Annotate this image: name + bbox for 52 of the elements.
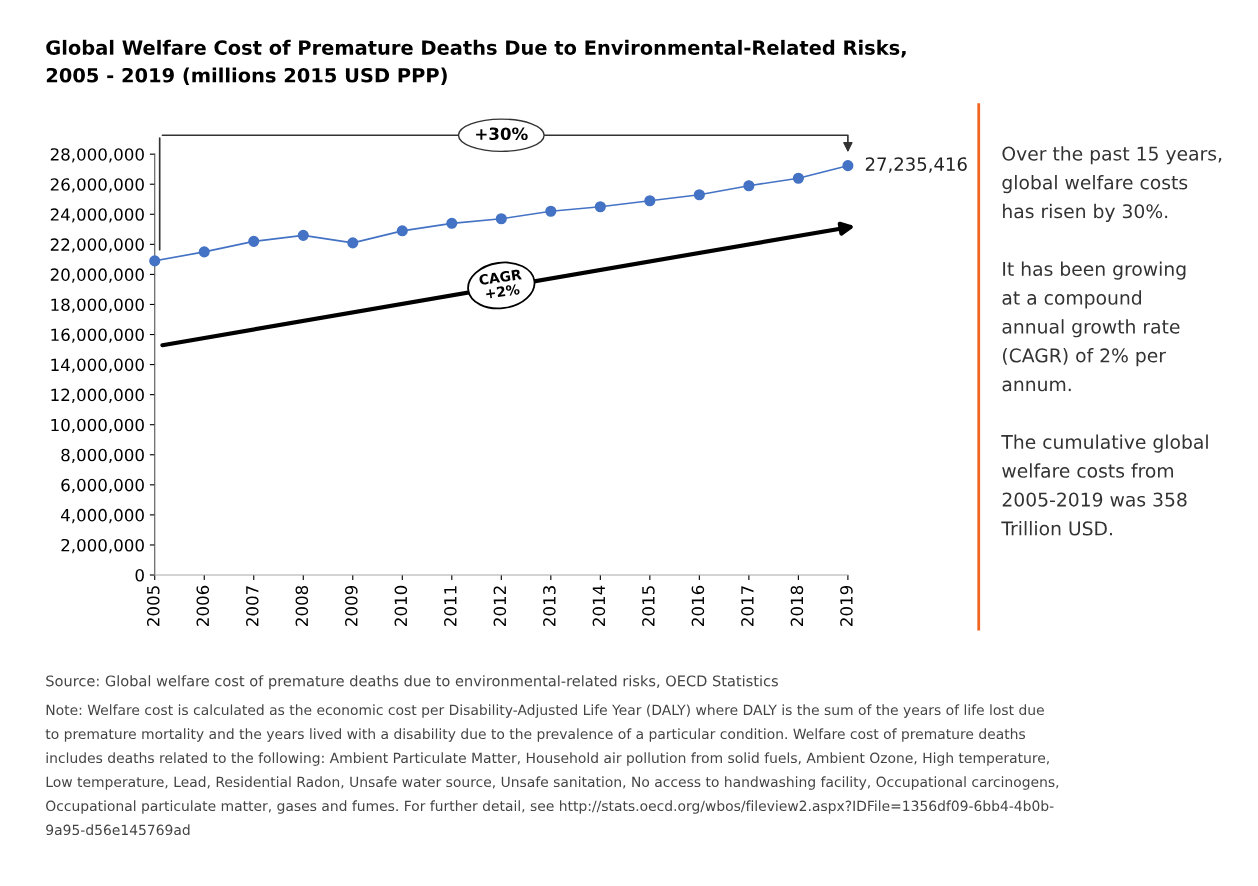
point xyxy=(792,172,804,184)
y-tick-label: 20,000,000 xyxy=(50,268,144,283)
x-tick-label: 2006 xyxy=(196,585,210,626)
chart-title: Global Welfare Cost of Premature Deaths Due to Environmental-Related Risks, 2005 - 2019 (millions 2015 USD PPP) xyxy=(46,39,906,85)
text: Over the past 15 years, global welfare costs has risen by 30%. It has been growing at a compound annual growth rate (CAGR) of 2% per annum. The cumulative global welfare costs from 2005-2019 was 358 Trillion USD. xyxy=(1001,146,1222,536)
y-tick-label: 26,000,000 xyxy=(50,178,144,193)
data-label: 27,235,416 xyxy=(865,157,967,173)
x-tick-label: 2012 xyxy=(493,586,507,626)
source-note: Source: Global welfare cost of premature deaths due to environmental-related risks, OECD Statistics xyxy=(46,675,778,690)
y-tick-label: 22,000,000 xyxy=(50,238,144,253)
y-tick-label: 28,000,000 xyxy=(50,148,144,163)
y-tick-label: 18,000,000 xyxy=(51,298,144,313)
text: Note: Welfare cost is calculated as the economic cost per Disability-Adjusted Life Year (DALY) where DALY is the sum of the years of life lost due to premature mortality and the years lived with a disability due to the prevalence of a particular condition. Welfare cost of premature deaths includes deaths related to the following: Ambient Particulate Matter, Household air pollution from solid fuels, Ambient Ozone, High temperature, Low temperature, Lead, Residential Radon, Unsafe water source, Unsafe sanitation, No access to handwashing facility, Occupational carcinogens, Occupational particulate matter, gases and fumes. For further detail, see http://stats.oecd.org/wbos/fileview2.aspx?IDFile=1356df09-6bb4-4b0b- 9a95-d56e145769ad xyxy=(45,704,1059,836)
x-tick-label: 2008 xyxy=(295,585,309,626)
text: +30% xyxy=(476,127,528,141)
point xyxy=(248,235,260,247)
point xyxy=(149,255,161,267)
point xyxy=(396,225,408,237)
point xyxy=(347,237,359,249)
x-tick-label: 2015 xyxy=(642,586,655,626)
annotation: CAGR +2% xyxy=(478,268,522,299)
x-tick-label: 2017 xyxy=(741,586,754,626)
point xyxy=(842,160,854,172)
y-tick-label: 24,000,000 xyxy=(50,208,144,223)
point xyxy=(446,217,458,229)
point xyxy=(297,229,309,241)
point xyxy=(644,195,656,207)
y-tick-label: 4,000,000 xyxy=(61,508,144,524)
x-tick-label: 2013 xyxy=(543,586,556,626)
x-tick-label: 2009 xyxy=(345,585,358,626)
point xyxy=(594,201,606,213)
y-tick-label: 10,000,000 xyxy=(51,418,144,433)
y-tick-label: 0 xyxy=(135,568,144,582)
y-tick-label: 2,000,000 xyxy=(61,538,144,554)
point xyxy=(693,189,705,201)
y-tick-label: 14,000,000 xyxy=(51,358,144,373)
y-tick-label: 8,000,000 xyxy=(61,448,144,464)
x-tick-label: 2011 xyxy=(444,586,457,626)
y-tick-label: 12,000,000 xyxy=(51,388,144,403)
y-tick-label: 6,000,000 xyxy=(61,478,144,494)
point xyxy=(743,180,755,192)
x-tick-label: 2019 xyxy=(840,585,853,626)
x-tick-label: 2018 xyxy=(790,585,804,626)
y-tick-label: 16,000,000 xyxy=(51,328,144,343)
x-tick-label: 2014 xyxy=(592,585,606,626)
point xyxy=(495,213,507,225)
x-tick-label: 2005 xyxy=(146,586,160,626)
point xyxy=(545,205,557,217)
x-tick-label: 2010 xyxy=(394,585,408,626)
x-tick-label: 2007 xyxy=(245,586,259,626)
point xyxy=(198,246,210,258)
x-tick-label: 2016 xyxy=(691,585,705,626)
